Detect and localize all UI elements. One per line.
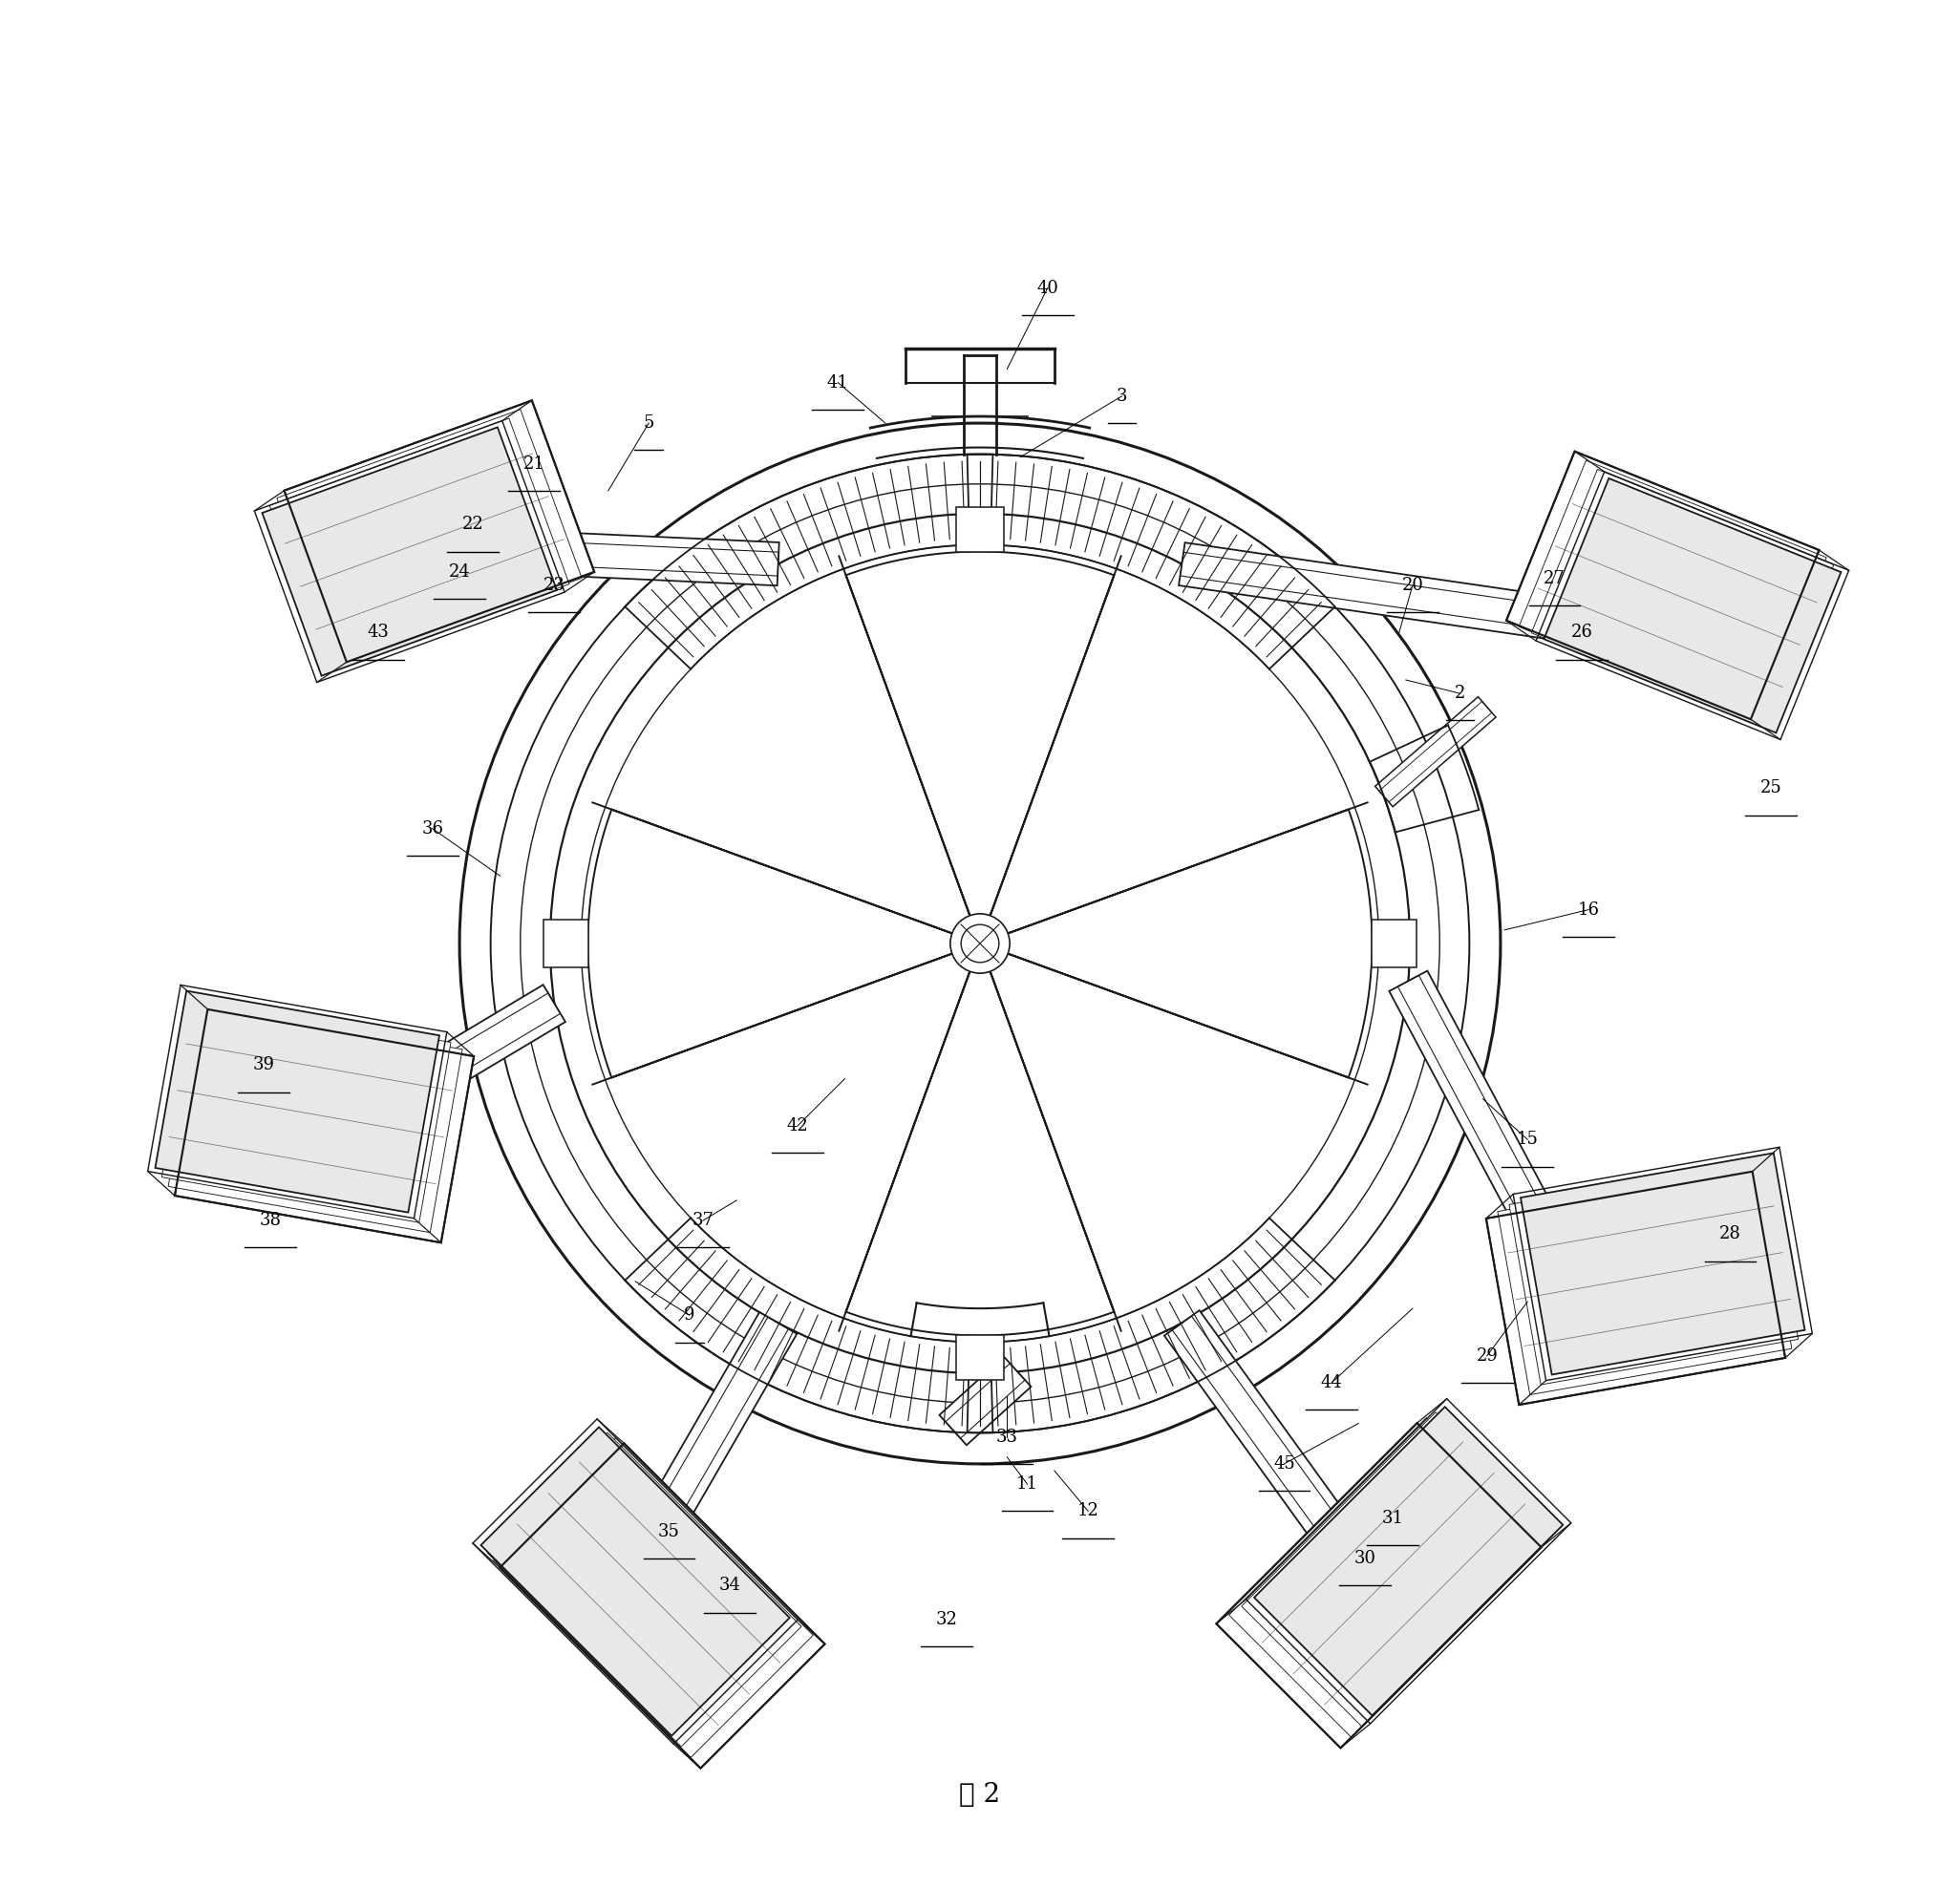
- Polygon shape: [394, 985, 564, 1111]
- Text: 34: 34: [719, 1578, 741, 1595]
- Text: 27: 27: [1544, 570, 1566, 587]
- Circle shape: [960, 925, 1000, 962]
- Text: 16: 16: [1578, 902, 1599, 919]
- Polygon shape: [480, 1427, 790, 1736]
- Text: 33: 33: [996, 1428, 1017, 1445]
- Polygon shape: [1164, 1310, 1370, 1572]
- Polygon shape: [1241, 1411, 1556, 1727]
- Polygon shape: [494, 1438, 813, 1757]
- Polygon shape: [263, 426, 557, 676]
- Polygon shape: [1486, 1172, 1786, 1404]
- Polygon shape: [276, 409, 582, 666]
- Polygon shape: [1372, 919, 1417, 968]
- Polygon shape: [1509, 1159, 1797, 1385]
- Text: 36: 36: [421, 821, 443, 838]
- Text: 25: 25: [1760, 779, 1782, 796]
- Polygon shape: [155, 991, 439, 1213]
- Text: 32: 32: [935, 1611, 956, 1628]
- Polygon shape: [1178, 543, 1564, 640]
- Polygon shape: [174, 1010, 474, 1244]
- Text: 45: 45: [1274, 1455, 1296, 1472]
- Polygon shape: [1497, 1166, 1791, 1394]
- Polygon shape: [506, 530, 780, 585]
- Text: 9: 9: [684, 1306, 696, 1325]
- Polygon shape: [1376, 696, 1495, 808]
- Polygon shape: [1254, 1408, 1562, 1715]
- Text: 5: 5: [643, 415, 655, 432]
- Text: 38: 38: [259, 1211, 280, 1228]
- Polygon shape: [488, 1432, 802, 1747]
- Polygon shape: [1519, 460, 1827, 725]
- Text: 40: 40: [1037, 279, 1058, 296]
- Text: 23: 23: [543, 577, 564, 594]
- Text: 2: 2: [1454, 685, 1466, 702]
- Text: 44: 44: [1321, 1374, 1343, 1391]
- Text: 30: 30: [1354, 1549, 1376, 1566]
- Polygon shape: [163, 996, 451, 1223]
- Text: 26: 26: [1570, 625, 1593, 642]
- Text: 28: 28: [1719, 1225, 1740, 1244]
- Text: 37: 37: [692, 1211, 713, 1228]
- Text: 20: 20: [1401, 577, 1423, 594]
- Text: 11: 11: [1017, 1476, 1039, 1493]
- Polygon shape: [284, 400, 594, 662]
- Text: 42: 42: [786, 1117, 808, 1134]
- Text: 22: 22: [463, 515, 484, 534]
- Polygon shape: [939, 1357, 1031, 1445]
- Polygon shape: [956, 508, 1004, 551]
- Polygon shape: [1390, 970, 1580, 1277]
- Text: 41: 41: [827, 374, 849, 391]
- Text: 31: 31: [1382, 1510, 1403, 1527]
- Text: 24: 24: [449, 562, 470, 581]
- Text: 35: 35: [659, 1523, 680, 1540]
- Polygon shape: [543, 919, 588, 968]
- Polygon shape: [1521, 1153, 1805, 1374]
- Text: 图 2: 图 2: [958, 1781, 1002, 1808]
- Polygon shape: [1229, 1417, 1548, 1738]
- Polygon shape: [169, 1004, 463, 1232]
- Polygon shape: [956, 1336, 1004, 1379]
- Circle shape: [951, 913, 1009, 974]
- Polygon shape: [1544, 477, 1840, 732]
- Polygon shape: [500, 1444, 825, 1768]
- Polygon shape: [1507, 451, 1819, 719]
- Text: 21: 21: [523, 455, 545, 472]
- Text: 39: 39: [253, 1057, 274, 1074]
- Polygon shape: [270, 419, 568, 672]
- Polygon shape: [1217, 1423, 1541, 1747]
- Text: 3: 3: [1117, 387, 1127, 404]
- Text: 12: 12: [1078, 1502, 1100, 1519]
- Text: 15: 15: [1517, 1130, 1539, 1147]
- Polygon shape: [623, 1311, 798, 1570]
- Text: 29: 29: [1476, 1347, 1497, 1364]
- Polygon shape: [1531, 470, 1835, 728]
- Text: 43: 43: [367, 625, 390, 642]
